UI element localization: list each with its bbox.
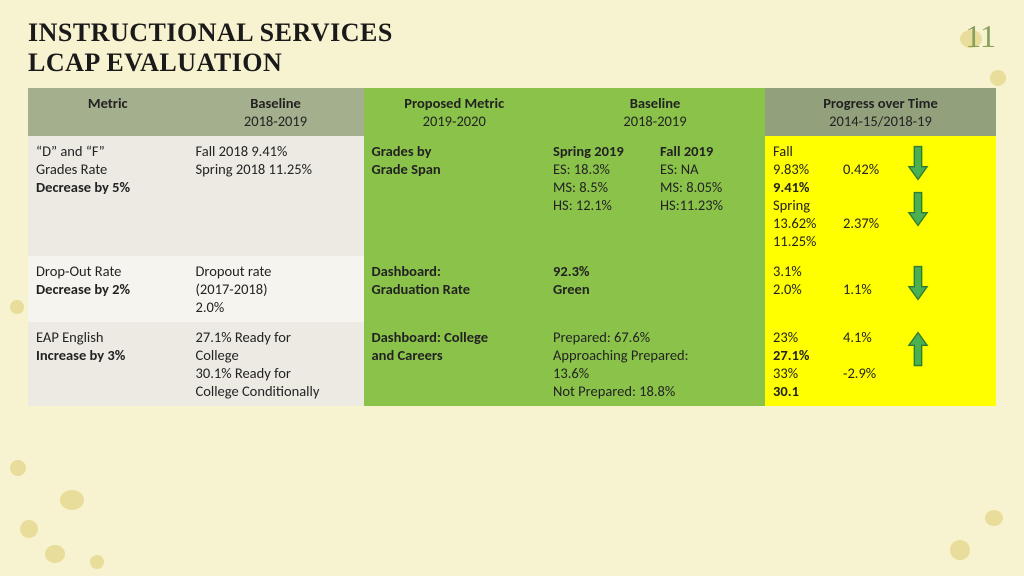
- col-proposed: Proposed Metric2019-2020: [364, 88, 546, 136]
- cell-proposed: Dashboard:Graduation Rate: [364, 256, 546, 322]
- col-progress: Progress over Time2014-15/2018-19: [765, 88, 996, 136]
- page-title: INSTRUCTIONAL SERVICES LCAP EVALUATION: [28, 18, 393, 78]
- cell-metric: EAP EnglishIncrease by 3%: [28, 322, 188, 406]
- col-baseline2: Baseline2018-2019: [545, 88, 765, 136]
- arrow-icon: [898, 142, 938, 250]
- cell-baseline2: Spring 2019ES: 18.3%MS: 8.5%HS: 12.1%Fal…: [545, 136, 765, 256]
- evaluation-table: Metric Baseline2018-2019 Proposed Metric…: [28, 88, 996, 406]
- cell-baseline1: 27.1% Ready forCollege30.1% Ready forCol…: [188, 322, 364, 406]
- cell-baseline2: Prepared: 67.6%Approaching Prepared:13.6…: [545, 322, 765, 406]
- col-metric: Metric: [28, 88, 188, 136]
- page-number: 11: [965, 18, 996, 55]
- cell-progress: 23%27.1%33%30.14.1% -2.9%: [765, 322, 996, 406]
- cell-metric: Drop-Out RateDecrease by 2%: [28, 256, 188, 322]
- arrow-icon: [898, 262, 938, 302]
- table-header-row: Metric Baseline2018-2019 Proposed Metric…: [28, 88, 996, 136]
- col-baseline1: Baseline2018-2019: [188, 88, 364, 136]
- cell-progress: Fall9.83%9.41%Spring13.62%11.25% 0.42% 2…: [765, 136, 996, 256]
- cell-metric: “D” and “F”Grades RateDecrease by 5%: [28, 136, 188, 256]
- table-row: “D” and “F”Grades RateDecrease by 5%Fall…: [28, 136, 996, 256]
- table-row: Drop-Out RateDecrease by 2%Dropout rate(…: [28, 256, 996, 322]
- cell-proposed: Dashboard: Collegeand Careers: [364, 322, 546, 406]
- cell-progress: 3.1%2.0% 1.1%: [765, 256, 996, 322]
- cell-baseline2: 92.3%Green: [545, 256, 765, 322]
- cell-proposed: Grades byGrade Span: [364, 136, 546, 256]
- arrow-icon: [898, 328, 938, 400]
- cell-baseline1: Dropout rate(2017-2018)2.0%: [188, 256, 364, 322]
- cell-baseline1: Fall 2018 9.41%Spring 2018 11.25%: [188, 136, 364, 256]
- table-row: EAP EnglishIncrease by 3%27.1% Ready for…: [28, 322, 996, 406]
